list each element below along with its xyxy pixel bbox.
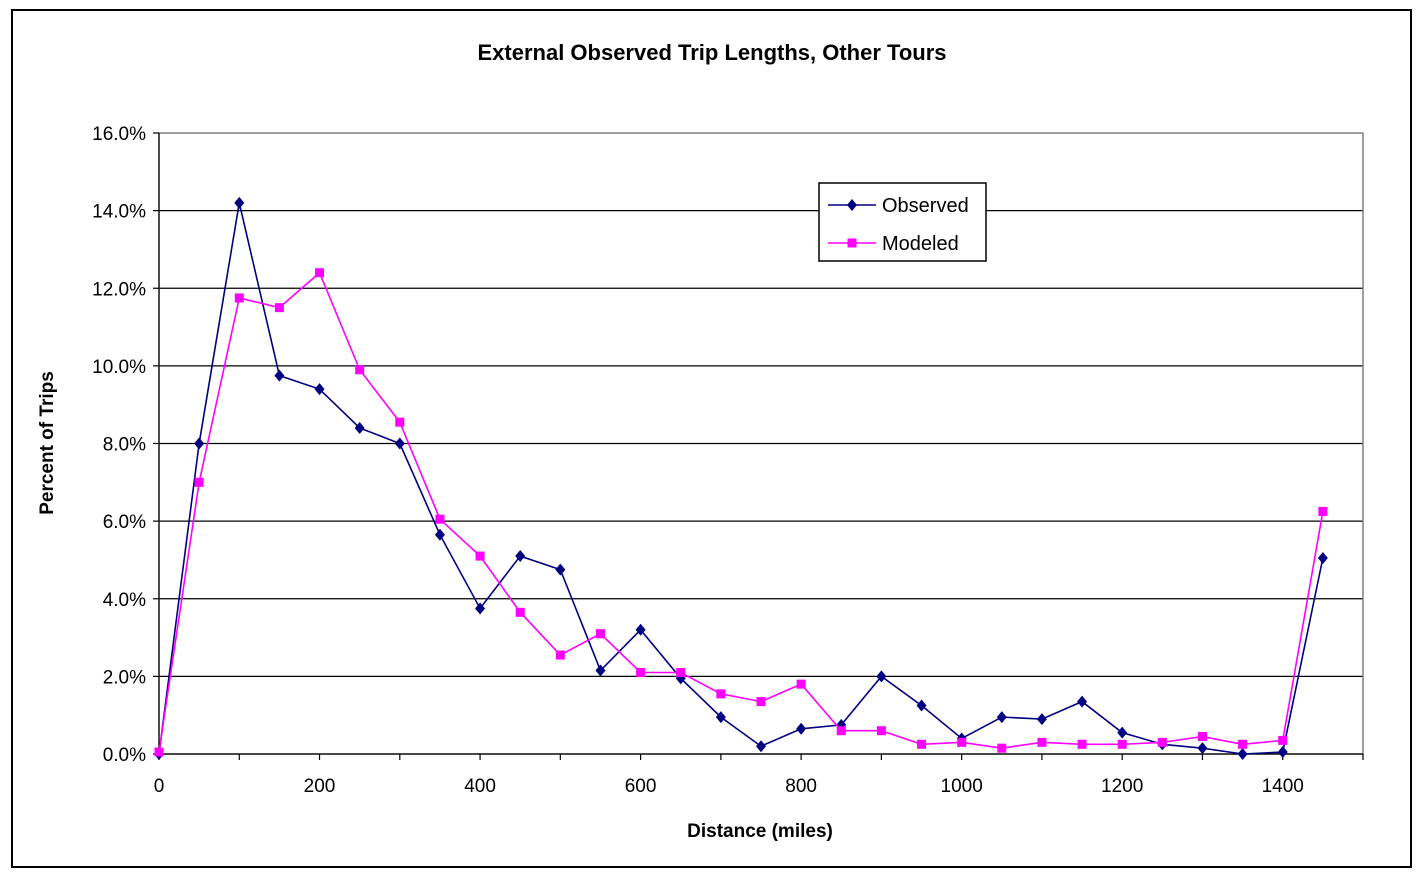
data-point-modeled <box>1278 735 1288 745</box>
data-point-observed <box>635 623 646 636</box>
data-point-modeled <box>154 747 164 757</box>
chart-frame <box>11 9 1412 868</box>
data-point-modeled <box>1117 739 1127 749</box>
legend-marker-modeled <box>847 238 857 248</box>
data-point-observed <box>916 699 927 712</box>
data-point-modeled <box>315 268 325 278</box>
data-point-modeled <box>475 551 485 561</box>
legend: Observed Modeled <box>818 182 987 262</box>
data-point-modeled <box>355 365 365 375</box>
y-tick-label: 16.0% <box>92 124 146 145</box>
data-point-modeled <box>395 417 405 427</box>
data-point-modeled <box>796 679 806 689</box>
data-point-modeled <box>555 650 565 660</box>
x-tick-label: 1000 <box>941 776 983 797</box>
data-point-observed <box>876 670 887 683</box>
grid-lines <box>159 210 1363 677</box>
data-point-observed <box>394 437 405 450</box>
data-point-observed <box>434 528 445 541</box>
y-axis: 0.0% 2.0% 4.0% 6.0% 8.0% 10.0% 12.0% 14.0% 16.0% <box>92 124 160 766</box>
data-point-modeled <box>1238 739 1248 749</box>
series-line-modeled <box>158 271 1324 753</box>
data-point-modeled <box>1157 737 1167 747</box>
data-point-modeled <box>595 629 605 639</box>
y-tick-label: 12.0% <box>92 279 146 300</box>
data-point-modeled <box>876 726 886 736</box>
data-point-modeled <box>194 477 204 487</box>
series-line-observed <box>158 202 1324 755</box>
legend-label-observed: Observed <box>882 195 969 217</box>
y-tick-label: 6.0% <box>103 512 146 533</box>
x-tick-label: 400 <box>464 776 496 797</box>
data-point-observed <box>796 722 807 735</box>
data-point-observed <box>475 602 486 615</box>
data-point-observed <box>354 421 365 434</box>
x-tick-label: 600 <box>625 776 657 797</box>
data-point-observed <box>515 550 526 563</box>
y-tick-label: 8.0% <box>103 435 146 456</box>
data-point-modeled <box>274 303 284 313</box>
data-point-observed <box>314 383 325 396</box>
data-point-modeled <box>716 689 726 699</box>
data-point-observed <box>274 369 285 382</box>
y-tick-label: 0.0% <box>103 745 146 766</box>
data-point-observed <box>1317 551 1328 564</box>
series-group <box>154 196 1328 760</box>
data-point-modeled <box>957 737 967 747</box>
data-point-modeled <box>836 726 846 736</box>
data-point-observed <box>1197 742 1208 755</box>
data-point-observed <box>194 437 205 450</box>
data-point-observed <box>234 196 245 209</box>
x-tick-label: 1200 <box>1101 776 1143 797</box>
data-point-observed <box>595 664 606 677</box>
data-point-modeled <box>636 667 646 677</box>
x-tick-label: 0 <box>154 776 165 797</box>
data-point-observed <box>715 711 726 724</box>
data-point-modeled <box>1037 737 1047 747</box>
data-point-observed <box>1117 726 1128 739</box>
x-tick-label: 1400 <box>1262 776 1304 797</box>
data-point-observed <box>1237 748 1248 760</box>
data-point-modeled <box>917 739 927 749</box>
legend-label-modeled: Modeled <box>882 233 959 255</box>
data-point-observed <box>1036 713 1047 726</box>
data-point-modeled <box>1077 739 1087 749</box>
data-point-modeled <box>234 293 244 303</box>
legend-marker-observed <box>847 199 857 211</box>
data-point-observed <box>1277 746 1288 759</box>
legend-box <box>818 182 987 262</box>
x-tick-label: 800 <box>785 776 817 797</box>
data-point-observed <box>996 711 1007 724</box>
data-point-modeled <box>756 697 766 707</box>
data-point-modeled <box>1197 732 1207 742</box>
x-tick-label: 200 <box>304 776 336 797</box>
y-tick-label: 4.0% <box>103 590 146 611</box>
x-axis: 0 200 400 600 800 1000 1200 1400 <box>154 753 1364 797</box>
y-tick-label: 10.0% <box>92 357 146 378</box>
data-point-modeled <box>1318 506 1328 516</box>
data-point-modeled <box>435 514 445 524</box>
y-axis-title: Percent of Trips <box>37 371 58 515</box>
y-tick-label: 14.0% <box>92 202 146 223</box>
y-tick-label: 2.0% <box>103 667 146 688</box>
data-point-modeled <box>515 607 525 617</box>
data-point-observed <box>555 563 566 576</box>
x-axis-title: Distance (miles) <box>687 821 833 842</box>
data-point-observed <box>756 740 766 753</box>
data-point-modeled <box>676 667 686 677</box>
data-point-observed <box>1077 695 1088 708</box>
chart-title: External Observed Trip Lengths, Other To… <box>477 40 946 65</box>
data-point-modeled <box>997 743 1007 753</box>
